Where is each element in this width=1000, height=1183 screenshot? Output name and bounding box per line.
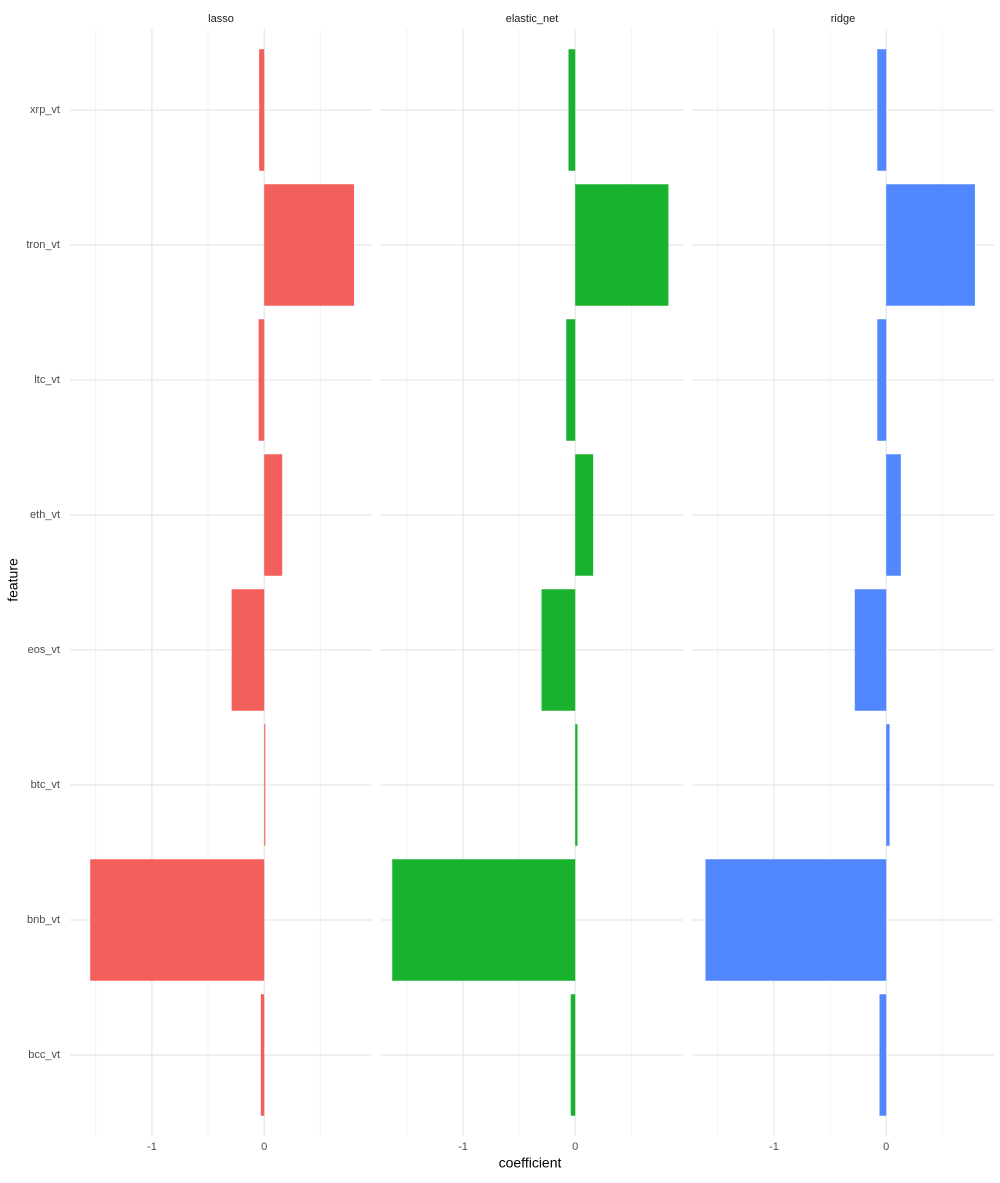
bar: [570, 994, 576, 1116]
x-tick-label: -1: [769, 1141, 779, 1153]
bar: [264, 184, 355, 306]
y-tick-label: eth_vt: [30, 509, 60, 521]
y-tick-label: eos_vt: [28, 644, 60, 656]
y-axis-title: feature: [5, 558, 21, 602]
bar: [264, 724, 266, 846]
y-tick-label: bnb_vt: [27, 914, 60, 926]
y-tick-label: btc_vt: [31, 779, 60, 791]
x-tick-label: -1: [147, 1141, 157, 1153]
y-tick-label: ltc_vt: [34, 374, 60, 386]
x-axis-title: coefficient: [499, 1155, 562, 1171]
bar: [231, 589, 265, 711]
x-tick-label: 0: [883, 1141, 889, 1153]
bar: [879, 994, 887, 1116]
y-tick-label: xrp_vt: [30, 104, 60, 116]
bar: [264, 454, 283, 576]
bar: [541, 589, 576, 711]
bar: [886, 724, 890, 846]
x-tick-label: 0: [261, 1141, 267, 1153]
bar: [575, 724, 578, 846]
bar: [886, 184, 975, 306]
bar: [259, 49, 265, 171]
bar: [705, 859, 887, 981]
bar: [568, 49, 576, 171]
strip-label: ridge: [831, 13, 855, 25]
y-tick-label: tron_vt: [26, 239, 60, 251]
bar: [392, 859, 576, 981]
bar: [854, 589, 887, 711]
x-tick-label: -1: [458, 1141, 468, 1153]
x-tick-label: 0: [572, 1141, 578, 1153]
strip-label: elastic_net: [506, 13, 559, 25]
bar: [877, 319, 887, 441]
bar: [566, 319, 576, 441]
y-tick-label: bcc_vt: [28, 1049, 60, 1061]
bar: [575, 184, 669, 306]
bar: [877, 49, 887, 171]
bar: [258, 319, 265, 441]
bar: [886, 454, 901, 576]
strip-label: lasso: [208, 13, 234, 25]
bar: [260, 994, 265, 1116]
bar: [575, 454, 594, 576]
bar: [90, 859, 265, 981]
